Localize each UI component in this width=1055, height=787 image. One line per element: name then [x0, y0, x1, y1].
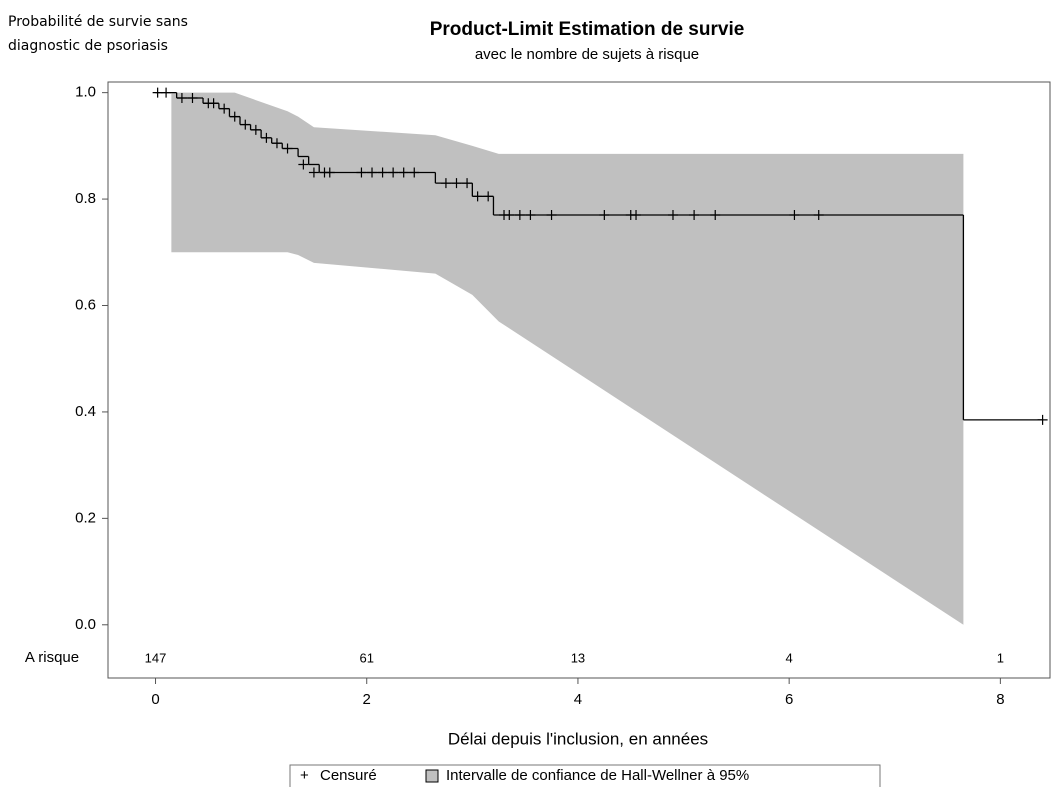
at-risk-count: 61: [359, 650, 373, 665]
legend-swatch: [425, 769, 439, 783]
censor-mark: [367, 167, 378, 178]
y-tick-label: 0.8: [75, 190, 96, 207]
chart-subtitle: avec le nombre de sujets à risque: [475, 46, 699, 63]
chart-title: Product-Limit Estimation de survie: [430, 19, 745, 40]
censor-mark: [504, 210, 515, 221]
y-tick-label: 0.2: [75, 509, 96, 526]
censor-mark: [187, 92, 198, 103]
censor-mark: [308, 167, 319, 178]
censor-mark: [451, 178, 462, 189]
legend-label: Intervalle de confiance de Hall-Wellner …: [446, 767, 749, 784]
censor-mark: [324, 167, 335, 178]
censor-mark: [161, 87, 172, 98]
censor-mark: [398, 167, 409, 178]
censor-mark: [483, 191, 494, 202]
censor-mark: [229, 111, 240, 122]
censor-mark: [388, 167, 399, 178]
legend-symbol: +: [300, 767, 309, 784]
censor-mark: [409, 167, 420, 178]
censor-mark: [440, 178, 451, 189]
censor-mark: [298, 159, 309, 170]
y-tick-label: 0.4: [75, 403, 96, 420]
censor-mark: [176, 92, 187, 103]
censor-mark: [689, 210, 700, 221]
censor-mark: [1037, 414, 1048, 425]
y-axis-label: Probabilité de survie sans: [8, 14, 188, 30]
censor-mark: [667, 210, 678, 221]
censor-mark: [356, 167, 367, 178]
censor-mark: [261, 132, 272, 143]
censor-mark: [282, 143, 293, 154]
x-axis-label: Délai depuis l'inclusion, en années: [448, 729, 708, 748]
at-risk-count: 1: [997, 650, 1004, 665]
censor-mark: [599, 210, 610, 221]
y-tick-label: 1.0: [75, 84, 96, 101]
x-tick-label: 8: [996, 691, 1004, 708]
censor-mark: [271, 138, 282, 149]
censor-mark: [462, 178, 473, 189]
censor-mark: [377, 167, 388, 178]
confidence-band: [171, 92, 964, 625]
censor-mark: [472, 191, 483, 202]
at-risk-count: 4: [786, 650, 793, 665]
y-tick-label: 0.0: [75, 616, 96, 633]
y-tick-label: 0.6: [75, 296, 96, 313]
censor-mark: [240, 119, 251, 130]
censor-mark: [546, 210, 557, 221]
censor-mark: [219, 103, 230, 114]
y-axis-label: diagnostic de psoriasis: [8, 38, 168, 54]
censor-mark: [250, 124, 261, 135]
plot-frame: [107, 81, 1051, 679]
at-risk-label: A risque: [25, 649, 79, 666]
x-tick-label: 6: [785, 691, 793, 708]
x-tick-label: 4: [574, 691, 582, 708]
censor-mark: [631, 210, 642, 221]
censor-mark: [208, 98, 219, 109]
censor-mark: [813, 210, 824, 221]
x-tick-label: 0: [151, 691, 159, 708]
legend-label: Censuré: [320, 767, 377, 784]
censor-mark: [789, 210, 800, 221]
censor-mark: [514, 210, 525, 221]
censor-mark: [710, 210, 721, 221]
censor-mark: [525, 210, 536, 221]
censor-mark: [152, 87, 163, 98]
x-tick-label: 2: [363, 691, 371, 708]
at-risk-count: 147: [145, 650, 167, 665]
legend: [289, 764, 881, 787]
at-risk-count: 13: [571, 650, 585, 665]
